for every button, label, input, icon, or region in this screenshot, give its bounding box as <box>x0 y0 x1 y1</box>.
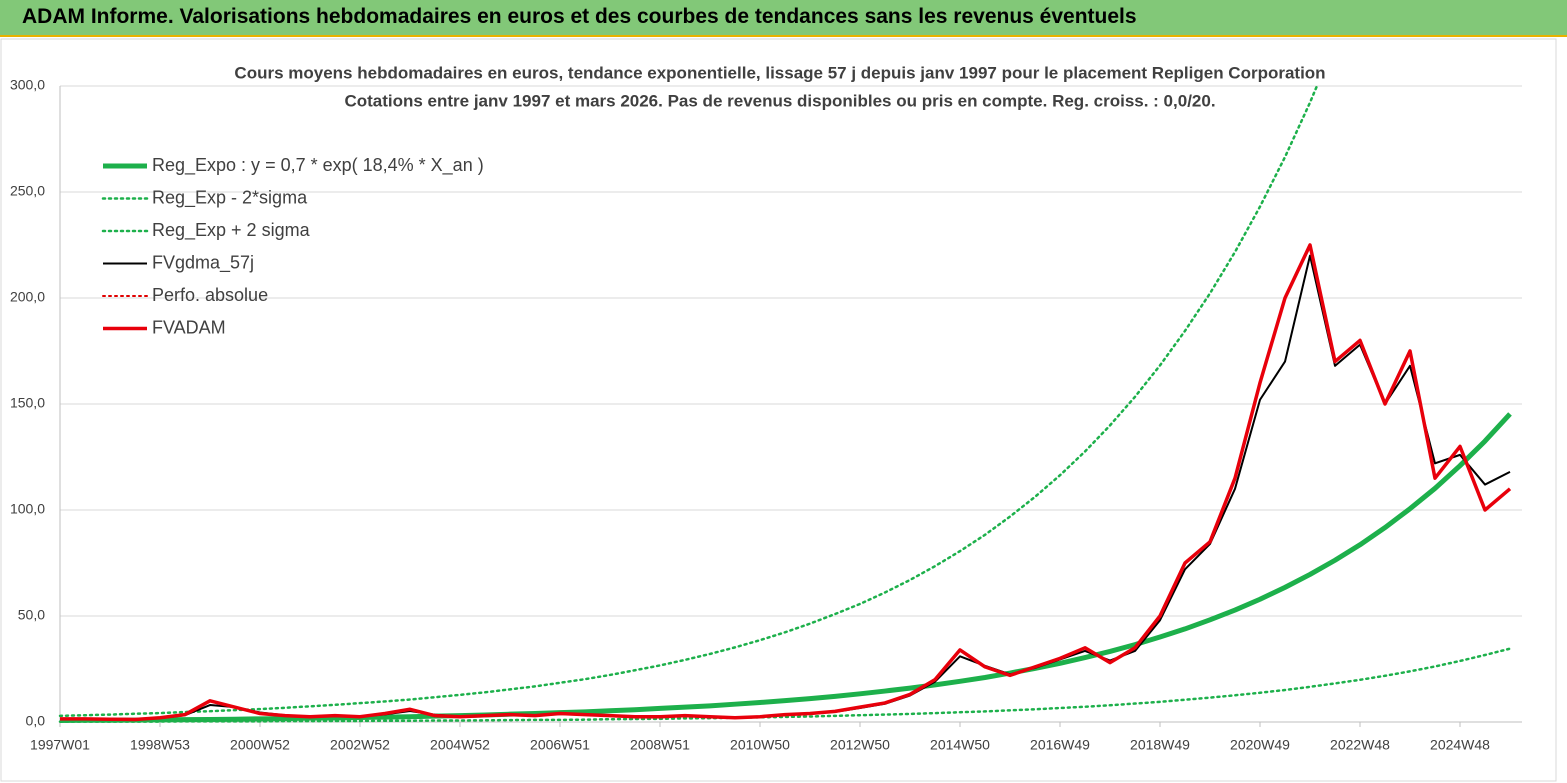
chart: Cours moyens hebdomadaires en euros, ten… <box>0 38 1557 782</box>
x-tick-label: 2024W48 <box>1430 737 1490 753</box>
y-tick-label: 150,0 <box>10 395 45 411</box>
y-tick-label: 250,0 <box>10 183 45 199</box>
chart-subtitle: Cotations entre janv 1997 et mars 2026. … <box>344 91 1215 110</box>
chart-frame <box>0 38 1557 782</box>
x-tick-label: 2018W49 <box>1130 737 1190 753</box>
y-tick-label: 200,0 <box>10 289 45 305</box>
legend-label: FVADAM <box>152 317 226 337</box>
series-line <box>60 243 1512 722</box>
x-tick-label: 2008W51 <box>630 737 690 753</box>
legend-label: FVgdma_57j <box>152 252 254 273</box>
chart-title: Cours moyens hebdomadaires en euros, ten… <box>234 63 1325 82</box>
x-tick-label: 2010W50 <box>730 737 790 753</box>
y-tick-label: 300,0 <box>10 77 45 93</box>
x-tick-label: 2016W49 <box>1030 737 1090 753</box>
legend-label: Reg_Exp - 2*sigma <box>152 187 308 208</box>
x-tick-label: 1997W01 <box>30 737 90 753</box>
x-tick-label: 2020W49 <box>1230 737 1290 753</box>
x-tick-label: 2012W50 <box>830 737 890 753</box>
legend-label: Perfo. absolue <box>152 285 268 305</box>
series-line <box>60 254 1511 721</box>
plot-area <box>58 85 1512 724</box>
x-tick-label: 2022W48 <box>1330 737 1390 753</box>
series-line <box>58 85 1319 718</box>
legend-label: Reg_Exp + 2 sigma <box>152 220 311 241</box>
y-tick-label: 0,0 <box>26 713 46 729</box>
x-tick-label: 2000W52 <box>230 737 290 753</box>
x-tick-label: 2014W50 <box>930 737 990 753</box>
x-tick-label: 1998W53 <box>130 737 190 753</box>
series-line <box>59 412 1512 724</box>
legend-label: Reg_Expo : y = 0,7 * exp( 18,4% * X_an ) <box>152 155 484 176</box>
series-line <box>58 647 1512 723</box>
x-tick-label: 2004W52 <box>430 737 490 753</box>
y-tick-label: 100,0 <box>10 501 45 517</box>
x-tick-label: 2002W52 <box>330 737 390 753</box>
header-title: ADAM Informe. Valorisations hebdomadaire… <box>22 5 1137 28</box>
header-bar: ADAM Informe. Valorisations hebdomadaire… <box>0 0 1567 37</box>
y-tick-label: 50,0 <box>18 607 45 623</box>
x-tick-label: 2006W51 <box>530 737 590 753</box>
